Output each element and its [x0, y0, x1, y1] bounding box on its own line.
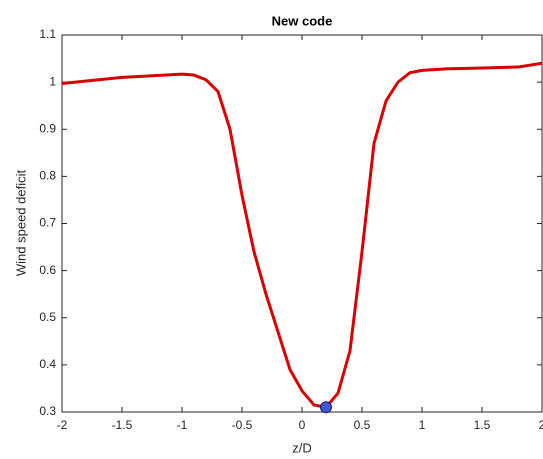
x-tick-label: -1	[177, 418, 188, 432]
y-tick-label: 1	[49, 74, 56, 88]
chart-title: New code	[272, 13, 333, 28]
y-tick-label: 0.7	[39, 216, 56, 230]
x-tick-label: 2	[539, 418, 543, 432]
y-tick-label: 0.4	[39, 357, 56, 371]
curve	[61, 61, 543, 409]
x-tick-label: 0	[299, 418, 306, 432]
axes-box	[61, 34, 543, 413]
x-axis-label: z/D	[292, 440, 312, 455]
x-tick-label: -0.5	[232, 418, 253, 432]
x-tick-label: -2	[57, 418, 68, 432]
x-tick-label: 1.5	[474, 418, 491, 432]
y-tick-label: 0.9	[39, 121, 56, 135]
y-tick-label: 1.1	[39, 27, 56, 41]
y-axis-label: Wind speed deficit	[13, 170, 28, 277]
x-tick-label: -1.5	[112, 418, 133, 432]
x-tick-label: 1	[419, 418, 426, 432]
x-tick-label: 0.5	[354, 418, 371, 432]
y-tick-label: 0.8	[39, 169, 56, 183]
y-tick-label: 0.5	[39, 310, 56, 324]
y-tick-label: 0.6	[39, 263, 56, 277]
point-marker	[320, 401, 332, 414]
y-tick-label: 0.3	[39, 404, 56, 418]
